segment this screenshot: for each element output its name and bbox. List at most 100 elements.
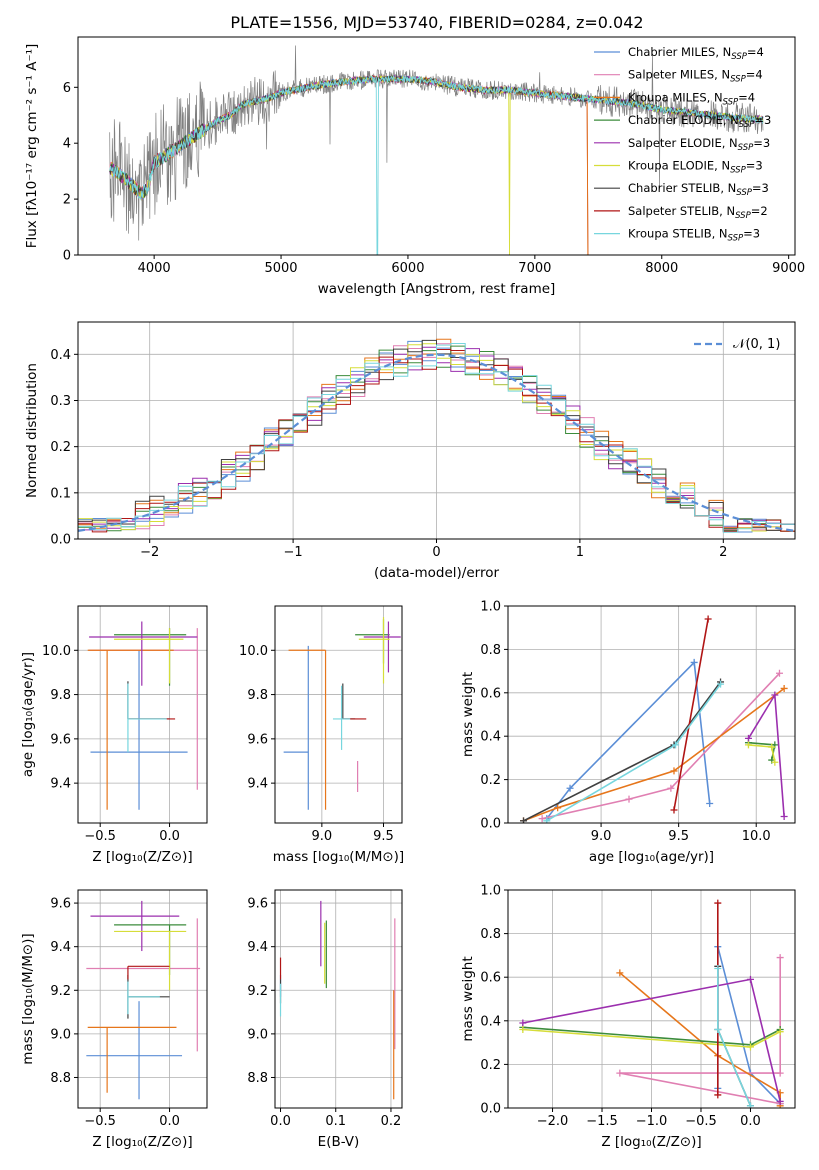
residuals-panel: −2 −1 0 1 2 0.0 0.1 0.2 0.3 0.4 (data-model)/error… — [24, 321, 796, 581]
weight-marker-salpeter-stelib — [704, 615, 712, 623]
y-tick-label: 0.2 — [50, 440, 71, 455]
legend-label-subscript: SSP — [736, 188, 752, 198]
y-tick-label: 0.6 — [480, 686, 501, 701]
x-tick-label: 9.0 — [312, 829, 333, 844]
y-axis-label: Flux [fλ10⁻¹⁷ erg cm⁻² s⁻¹ A⁻¹] — [24, 44, 40, 249]
weight-marker-salpeter-miles — [775, 669, 783, 677]
y-tick-label: 0.4 — [50, 348, 71, 363]
y-tick-label: 0.6 — [480, 971, 501, 986]
weight-marker-kroupa-stelib — [746, 1102, 754, 1108]
legend-label-normal: 𝒩(0, 1) — [733, 337, 780, 352]
y-tick-label: 8.8 — [247, 1071, 268, 1086]
x-tick-label: 6000 — [391, 261, 424, 276]
x-tick-label: 0.0 — [159, 1114, 180, 1129]
y-tick-label: 8.8 — [50, 1071, 71, 1086]
weight-marker-salpeter-miles — [538, 815, 546, 823]
x-tick-label: −0.5 — [685, 1114, 717, 1129]
age-vs-metallicity-panel: −0.5 0.0 9.4 9.6 9.8 10.0 Z [log₁₀(Z/Z⊙)] age [… — [20, 605, 208, 865]
weight-marker-salpeter-elodie — [771, 691, 779, 699]
weight-marker-kroupa-elodie — [746, 1043, 754, 1051]
x-axis-label: Z [log₁₀(Z/Z⊙)] — [92, 1134, 192, 1150]
y-tick-label: 0.8 — [480, 927, 501, 942]
legend-label-text: Salpeter ELODIE, N — [628, 136, 738, 150]
x-tick-label: −2 — [140, 545, 159, 560]
mass-weight-vs-metallicity-panel: −2.0 −1.5 −1.0 −0.5 0.0 0.0 0.2 0.4 0.6 0.8 1.0 Z [… — [460, 884, 796, 1150]
x-tick-label: 0.0 — [740, 1114, 761, 1129]
x-tick-label: 9.5 — [373, 829, 394, 844]
y-tick-label: 0 — [63, 249, 71, 264]
x-tick-label: 0.1 — [325, 1114, 346, 1129]
legend-label-chabrier-miles: Chabrier MILES, NSSP=4 — [628, 45, 764, 62]
y-tick-label: 0.0 — [480, 817, 501, 832]
legend-label-subscript: SSP — [730, 75, 746, 85]
y-tick-label: 9.6 — [247, 732, 268, 747]
x-tick-label: 0 — [432, 545, 440, 560]
weight-line-salpeter-stelib — [673, 618, 709, 811]
y-tick-label: 4 — [63, 137, 71, 152]
x-axis-label: age [log₁₀(age/yr)] — [589, 849, 714, 865]
x-axis-label: mass [log₁₀(M/M⊙)] — [273, 849, 404, 865]
legend-label-value: =4 — [746, 68, 763, 82]
x-tick-label: −2.0 — [537, 1114, 569, 1129]
weight-marker-chabrier-miles — [566, 784, 574, 792]
weight-marker-kroupa-elodie — [768, 743, 776, 751]
mass-vs-extinction-panel: 0.0 0.1 0.2 8.8 9.0 9.2 9.4 9.6 E(B-V) — [247, 889, 403, 1150]
mass-vs-metallicity-panel: −0.5 0.0 8.8 9.0 9.2 9.4 9.6 Z [log₁₀(Z/Z⊙)] mas… — [20, 889, 208, 1150]
y-axis-label: age [log₁₀(age/yr)] — [20, 652, 36, 777]
x-tick-label: 2 — [719, 545, 727, 560]
weight-marker-salpeter-miles — [667, 784, 675, 792]
y-tick-label: 0.0 — [480, 1102, 501, 1117]
legend-label-subscript: SSP — [728, 234, 744, 244]
y-tick-label: 9.6 — [247, 897, 268, 912]
legend-label-subscript: SSP — [738, 143, 754, 153]
y-tick-label: 10.0 — [42, 644, 71, 659]
weight-marker-kroupa-stelib — [543, 817, 551, 823]
plot-area — [78, 338, 795, 533]
weight-line-salpeter-miles — [541, 672, 781, 820]
grid-lines — [78, 890, 207, 1108]
plot-area — [279, 900, 396, 1100]
legend-label-subscript: SSP — [730, 166, 746, 176]
y-tick-label: 1.0 — [480, 884, 501, 899]
legend-label-kroupa-stelib: Kroupa STELIB, NSSP=3 — [628, 227, 760, 244]
x-tick-label: −1 — [284, 545, 303, 560]
y-tick-label: 9.6 — [50, 732, 71, 747]
mass-weight-vs-age-panel: 9.0 9.5 10.0 0.0 0.2 0.4 0.6 0.8 1.0 age [log₁₀(a… — [460, 600, 796, 865]
x-tick-label: 0.0 — [270, 1114, 291, 1129]
weight-marker-chabrier-miles — [706, 799, 714, 807]
y-axis-label: mass weight — [460, 956, 476, 1041]
y-tick-label: 0.8 — [480, 643, 501, 658]
legend-label-chabrier-elodie: Chabrier ELODIE, NSSP=3 — [628, 113, 771, 130]
legend-label-text: Salpeter MILES, N — [628, 68, 730, 82]
weight-line-kroupa-miles — [523, 687, 785, 822]
legend-label-value: =2 — [751, 204, 768, 218]
legend-label-text: Kroupa MILES, N — [628, 90, 723, 104]
legend-label-subscript: SSP — [731, 52, 747, 62]
model-spectrum-kroupa-stelib — [109, 75, 764, 255]
weight-marker-kroupa-miles — [780, 684, 788, 692]
y-tick-label: 0.0 — [50, 533, 71, 548]
axes-frame — [77, 605, 208, 824]
x-tick-label: 1 — [576, 545, 584, 560]
legend-label-value: =3 — [743, 227, 760, 241]
x-axis-label: Z [log₁₀(Z/Z⊙)] — [92, 849, 192, 865]
weight-marker-kroupa-stelib — [714, 964, 722, 972]
legend-label-value: =3 — [753, 136, 770, 150]
age-vs-mass-panel: 9.0 9.5 9.4 9.6 9.8 10.0 mass [log₁₀(M/M⊙)] — [239, 605, 404, 865]
y-tick-label: 1.0 — [480, 600, 501, 615]
weight-marker-kroupa-stelib — [672, 741, 680, 749]
y-tick-label: 10.0 — [239, 644, 268, 659]
y-tick-label: 9.4 — [247, 777, 268, 792]
legend-label-value: =3 — [746, 159, 763, 173]
x-tick-label: 9000 — [772, 261, 805, 276]
x-tick-label: −0.5 — [84, 1114, 116, 1129]
y-tick-label: 9.0 — [50, 1027, 71, 1042]
weight-marker-kroupa-elodie — [744, 741, 752, 749]
y-axis-label: mass weight — [460, 672, 476, 757]
legend-label-salpeter-miles: Salpeter MILES, NSSP=4 — [628, 68, 763, 85]
legend-label-subscript: SSP — [723, 97, 739, 107]
plot-area — [87, 621, 198, 810]
x-tick-label: −1.5 — [586, 1114, 618, 1129]
weight-marker-salpeter-miles — [776, 954, 784, 962]
x-tick-label: 0.2 — [381, 1114, 402, 1129]
